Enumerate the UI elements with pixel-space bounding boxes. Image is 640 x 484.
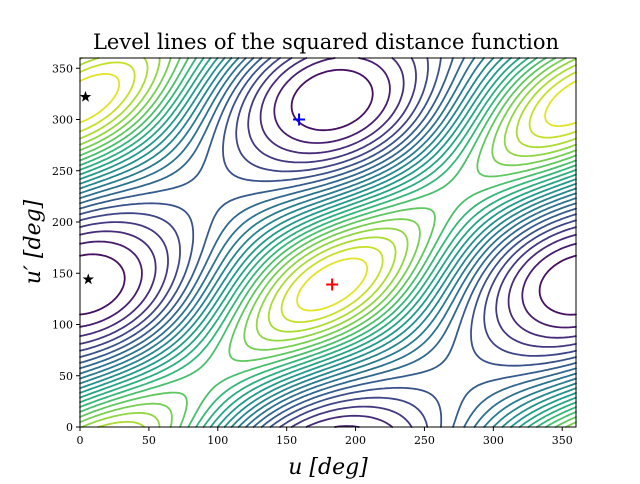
minimum-plus-marker — [293, 113, 306, 126]
contour-level-13 — [79, 57, 577, 428]
x-axis: 0 50 100 150 200 250 300 350 — [77, 427, 573, 447]
contour-level-12 — [79, 57, 577, 428]
y-axis-label: u′ [deg] — [21, 199, 46, 284]
contour-level-22 — [79, 61, 577, 323]
contour-level-7 — [79, 57, 577, 428]
contour-level-16 — [79, 57, 577, 428]
x-tick-label: 150 — [276, 434, 297, 447]
y-tick-label: 250 — [52, 165, 73, 178]
contour-level-18 — [79, 57, 577, 428]
plot-frame — [79, 57, 577, 428]
y-axis: 0 50 100 150 200 250 300 350 — [52, 62, 80, 434]
contour-level-19 — [79, 57, 577, 428]
y-tick-label: 150 — [52, 267, 73, 280]
contour-level-9 — [79, 57, 577, 428]
x-axis-label: u [deg] — [288, 455, 368, 480]
x-tick-label: 350 — [552, 434, 573, 447]
y-tick-label: 100 — [52, 319, 73, 332]
y-tick-label: 350 — [52, 62, 73, 75]
y-tick-label: 0 — [66, 421, 73, 434]
contour-level-1 — [79, 68, 577, 316]
chart-title: Level lines of the squared distance func… — [93, 30, 559, 54]
x-tick-label: 0 — [77, 434, 84, 447]
x-tick-label: 250 — [414, 434, 435, 447]
contour-level-6 — [79, 57, 577, 428]
x-tick-label: 100 — [207, 434, 228, 447]
contour-level-10 — [79, 57, 577, 428]
y-tick-label: 200 — [52, 216, 73, 229]
critical-point-1-star-marker — [79, 90, 92, 102]
contour-level-14 — [79, 57, 577, 428]
markers — [79, 90, 339, 291]
y-tick-label: 50 — [59, 370, 73, 383]
x-tick-label: 300 — [483, 434, 504, 447]
contour-level-23 — [79, 73, 577, 312]
y-tick-label: 300 — [52, 114, 73, 127]
x-tick-label: 50 — [142, 434, 156, 447]
contour-level-3 — [79, 57, 577, 428]
critical-point-2-star-marker — [82, 273, 94, 285]
contour-lines — [79, 57, 577, 428]
maximum-plus-marker — [326, 278, 339, 291]
x-tick-label: 200 — [345, 434, 366, 447]
contour-level-4 — [79, 57, 577, 428]
